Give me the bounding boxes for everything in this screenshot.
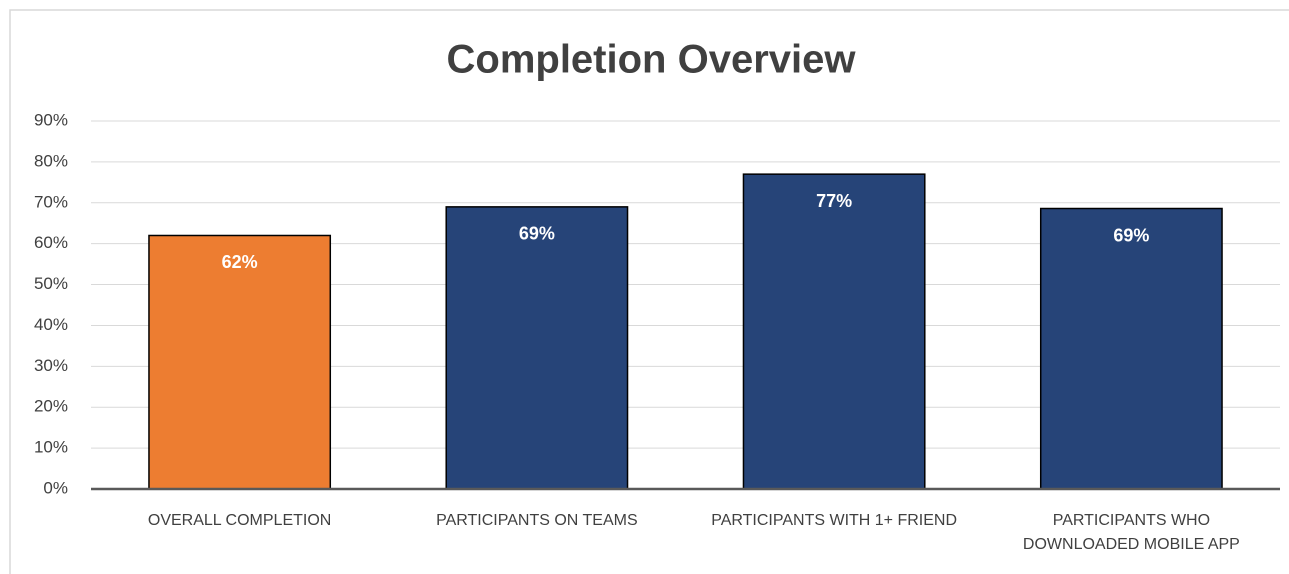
data-label: 62%: [222, 252, 258, 272]
x-tick-label: PARTICIPANTS WITH 1+ FRIEND: [711, 512, 958, 529]
y-tick-label: 80%: [34, 151, 68, 170]
y-tick-label: 60%: [34, 233, 68, 252]
y-tick-label: 90%: [34, 110, 68, 129]
data-label: 69%: [1113, 225, 1149, 245]
chart-border: [9, 9, 1289, 574]
x-tick-label: OVERALL COMPLETION: [147, 512, 332, 529]
y-tick-label: 20%: [34, 397, 68, 416]
y-tick-label: 70%: [34, 192, 68, 211]
y-tick-label: 30%: [34, 356, 68, 375]
data-label: 69%: [519, 224, 555, 244]
bar: [445, 206, 629, 490]
x-tick-label: PARTICIPANTS WHO DOWNLOADED MOBILE APP: [1022, 512, 1240, 553]
y-tick-label: 10%: [34, 438, 68, 457]
y-tick-label: 40%: [34, 315, 68, 334]
y-tick-label: 0%: [43, 478, 68, 497]
y-tick-label: 50%: [34, 274, 68, 293]
chart-title: Completion Overview: [447, 38, 857, 82]
bar: [742, 173, 926, 490]
data-label: 77%: [816, 191, 852, 211]
x-tick-label: PARTICIPANTS ON TEAMS: [436, 512, 638, 529]
bar: [1039, 207, 1223, 490]
bar: [148, 234, 332, 490]
